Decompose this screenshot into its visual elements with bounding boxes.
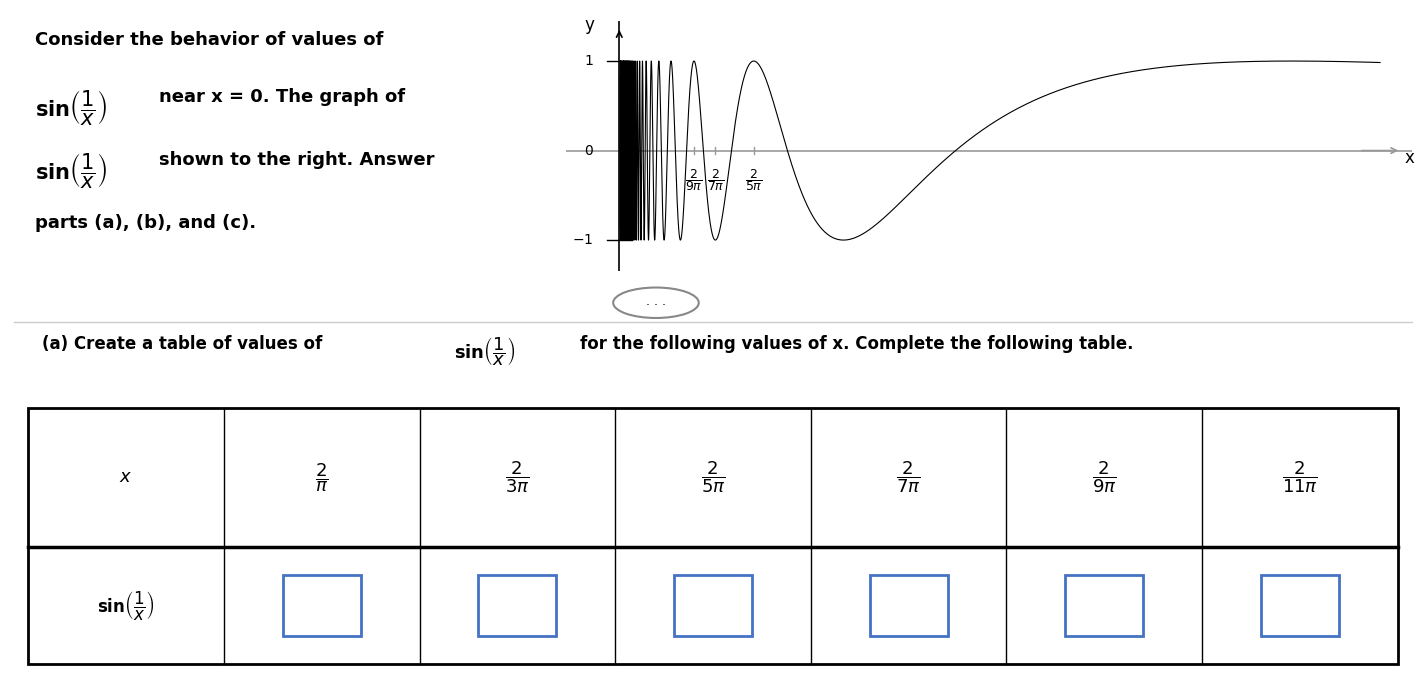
Text: . . .: . . . <box>646 295 666 309</box>
FancyBboxPatch shape <box>674 575 752 636</box>
Text: $\dfrac{2}{9\pi}$: $\dfrac{2}{9\pi}$ <box>684 167 703 194</box>
Text: $\dfrac{2}{\pi}$: $\dfrac{2}{\pi}$ <box>315 461 328 493</box>
FancyBboxPatch shape <box>1261 575 1339 636</box>
Text: for the following values of x. Complete the following table.: for the following values of x. Complete … <box>580 336 1134 354</box>
Text: $\mathbf{sin}\left(\dfrac{1}{x}\right)$: $\mathbf{sin}\left(\dfrac{1}{x}\right)$ <box>97 589 155 622</box>
Bar <box>29 408 1397 664</box>
Text: parts (a), (b), and (c).: parts (a), (b), and (c). <box>36 214 257 232</box>
Text: $\dfrac{2}{3\pi}$: $\dfrac{2}{3\pi}$ <box>505 459 529 495</box>
FancyBboxPatch shape <box>282 575 361 636</box>
Text: $\dfrac{2}{5\pi}$: $\dfrac{2}{5\pi}$ <box>700 459 726 495</box>
FancyBboxPatch shape <box>478 575 556 636</box>
Text: $-1$: $-1$ <box>572 233 593 247</box>
Text: near x = 0. The graph of: near x = 0. The graph of <box>160 89 405 107</box>
Text: $\dfrac{2}{9\pi}$: $\dfrac{2}{9\pi}$ <box>1092 459 1117 495</box>
Text: $\dfrac{2}{11\pi}$: $\dfrac{2}{11\pi}$ <box>1282 459 1318 495</box>
FancyBboxPatch shape <box>870 575 948 636</box>
Text: $x$: $x$ <box>120 468 133 486</box>
Text: $\dfrac{2}{7\pi}$: $\dfrac{2}{7\pi}$ <box>706 167 724 194</box>
FancyBboxPatch shape <box>1065 575 1144 636</box>
Text: $\dfrac{2}{7\pi}$: $\dfrac{2}{7\pi}$ <box>897 459 921 495</box>
Text: Consider the behavior of values of: Consider the behavior of values of <box>36 30 384 48</box>
Text: 1: 1 <box>585 54 593 68</box>
Text: shown to the right. Answer: shown to the right. Answer <box>160 151 435 169</box>
Text: $\dfrac{2}{5\pi}$: $\dfrac{2}{5\pi}$ <box>744 167 763 194</box>
Text: (a) Create a table of values of: (a) Create a table of values of <box>43 336 322 354</box>
Text: x: x <box>1405 149 1415 167</box>
Text: $\mathbf{sin}\left(\dfrac{1}{x}\right)$: $\mathbf{sin}\left(\dfrac{1}{x}\right)$ <box>455 336 516 369</box>
Text: $\mathbf{sin}\left(\dfrac{1}{x}\right)$: $\mathbf{sin}\left(\dfrac{1}{x}\right)$ <box>36 89 107 127</box>
Text: 0: 0 <box>585 143 593 158</box>
Text: $\mathbf{sin}\left(\dfrac{1}{x}\right)$: $\mathbf{sin}\left(\dfrac{1}{x}\right)$ <box>36 151 107 190</box>
Text: y: y <box>585 16 595 34</box>
